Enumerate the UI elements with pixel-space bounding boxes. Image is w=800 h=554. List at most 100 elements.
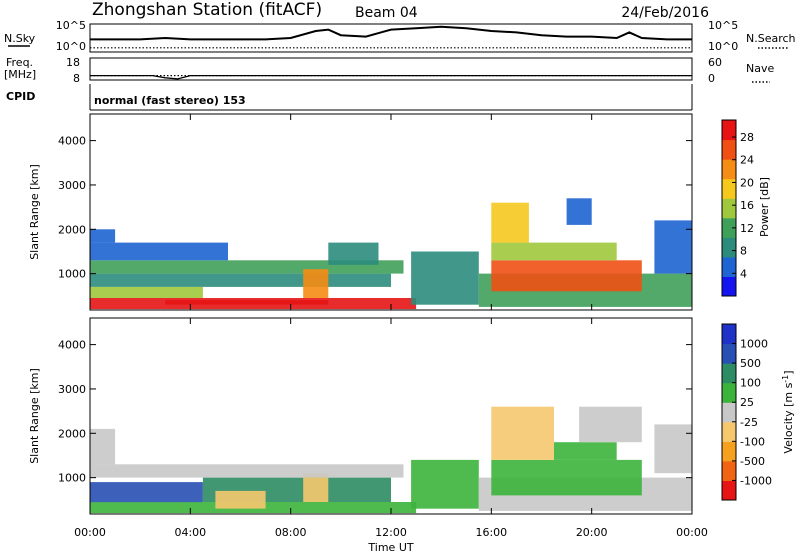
range-time-cell [491, 459, 642, 496]
power-panel: 1000 2000 3000 4000 Slant Range [km] 4 8 12 16… [28, 113, 771, 311]
station-title: Zhongshan Station (fitACF) [92, 0, 322, 20]
time-tick-label: 12:00 [375, 526, 407, 539]
freq-panel-frame [89, 57, 693, 81]
freq-series [90, 74, 692, 80]
range-time-cell [411, 251, 479, 305]
colorbar-tick-label: -25 [740, 416, 758, 429]
time-tick-label: 16:00 [475, 526, 507, 539]
nsky-series-line [90, 25, 692, 41]
freq-left-tick-bottom: 8 [73, 72, 80, 85]
time-tick-label: 20:00 [576, 526, 608, 539]
noise-series [90, 25, 692, 49]
range-time-cell [90, 229, 116, 243]
noise-panel-frame [89, 23, 693, 53]
noise-left-tick-top: 10^5 [56, 19, 86, 32]
colorbar-segment [722, 460, 736, 481]
colorbar-tick-label: 25 [740, 396, 754, 409]
colorbar-tick-label: 12 [740, 222, 754, 235]
colorbar-segment [722, 178, 736, 199]
colorbar-tick-label: 20 [740, 176, 754, 189]
velocity-yaxis: 1000 2000 3000 4000 [58, 339, 692, 485]
power-heatmap [90, 198, 692, 310]
velocity-cbar-label: Velocity [m s-1] [781, 370, 795, 453]
noise-right-tick-top: 10^5 [708, 19, 738, 32]
noise-panel: N.Sky 10^5 10^0 10^5 10^0 N.Search [4, 19, 796, 53]
colorbar-tick-label: 1000 [740, 338, 768, 351]
power-colorbar: 4 8 12 16 20 24 28 [721, 119, 754, 297]
colorbar-segment [722, 276, 736, 297]
range-time-cell [90, 482, 203, 503]
range-tick-label: 3000 [58, 383, 86, 396]
colorbar-tick-label: 24 [740, 154, 754, 167]
range-time-cell [90, 428, 116, 465]
velocity-ylabel: Slant Range [km] [28, 368, 41, 464]
noise-left-tick-bottom: 10^0 [56, 40, 86, 53]
colorbar-tick-label: 4 [740, 267, 747, 280]
range-tick-label: 3000 [58, 179, 86, 192]
noise-right-tick-bottom: 10^0 [708, 40, 738, 53]
range-tick-label: 4000 [58, 135, 86, 148]
range-time-cell [566, 198, 592, 225]
colorbar-segment [722, 402, 736, 423]
velocity-colorbar: 1000 500 100 25 -25 -100 -500 -1000 [721, 323, 772, 501]
colorbar-segment [722, 139, 736, 160]
power-ylabel: Slant Range [km] [28, 164, 41, 260]
nave-right-tick-top: 60 [708, 56, 722, 69]
colorbar-segment [722, 159, 736, 180]
range-time-cell [90, 464, 404, 478]
range-time-cell [328, 242, 379, 265]
range-time-cell [90, 242, 228, 261]
colorbar-frame [721, 119, 737, 297]
colorbar-tick-label: 8 [740, 245, 747, 258]
colorbar-tick-label: 500 [740, 357, 761, 370]
nave-right-tick-bottom: 0 [708, 72, 715, 85]
time-tick-label: 00:00 [74, 526, 106, 539]
colorbar-segment [722, 363, 736, 384]
range-time-cell [491, 260, 642, 292]
time-tick-label: 00:00 [676, 526, 708, 539]
colorbar-segment [722, 217, 736, 238]
colorbar-frame [721, 323, 737, 501]
nsky-label: N.Sky [4, 32, 36, 45]
colorbar-segment [722, 421, 736, 442]
freq-label: Freq. [6, 56, 33, 69]
colorbar-segment [722, 120, 736, 141]
range-time-cell [165, 300, 329, 305]
velocity-heatmap [90, 406, 692, 514]
range-tick-label: 2000 [58, 427, 86, 440]
beam-label: Beam 04 [355, 5, 418, 21]
colorbar-tick-label: -1000 [740, 474, 772, 487]
range-time-cell [303, 473, 329, 502]
colorbar-segment [722, 256, 736, 277]
time-tick-label: 04:00 [174, 526, 206, 539]
colorbar-tick-label: -100 [740, 435, 765, 448]
range-time-cell [579, 406, 642, 443]
range-time-cell [303, 269, 329, 298]
range-time-cell [90, 273, 391, 287]
colorbar-segment [722, 198, 736, 219]
colorbar-tick-label: 100 [740, 377, 761, 390]
range-tick-label: 1000 [58, 268, 86, 281]
freq-panel: Freq. [MHz] 18 8 60 0 Nave [4, 56, 774, 85]
nave-label: Nave [746, 62, 774, 75]
range-time-cell [491, 242, 617, 261]
range-time-cell [411, 459, 479, 509]
colorbar-segment [722, 382, 736, 403]
time-tick-label: 08:00 [275, 526, 307, 539]
colorbar-segment [722, 480, 736, 501]
range-time-cell [90, 286, 203, 298]
range-time-cell [654, 424, 692, 474]
colorbar-segment [722, 441, 736, 462]
range-time-cell [491, 406, 554, 460]
colorbar-tick-label: 28 [740, 131, 754, 144]
power-yaxis: 1000 2000 3000 4000 [58, 135, 692, 281]
colorbar-tick-label: -500 [740, 455, 765, 468]
date-label: 24/Feb/2016 [621, 5, 709, 21]
freq-series-line [90, 74, 692, 80]
velocity-panel: 1000 2000 3000 4000 Slant Range [km] 1000 50… [28, 317, 795, 515]
range-time-cell [654, 220, 692, 274]
cpid-label: CPID [6, 90, 35, 103]
colorbar-tick-label: 16 [740, 199, 754, 212]
freq-left-tick-top: 18 [66, 56, 80, 69]
